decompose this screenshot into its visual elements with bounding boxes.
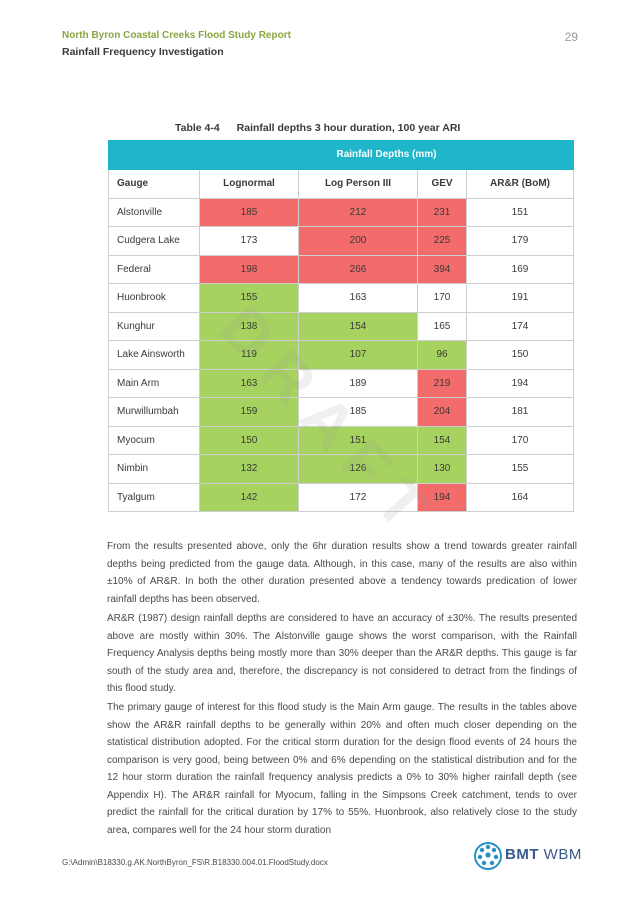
footer-file-path: G:\Admin\B18330.g.AK.NorthByron_FS\R.B18… bbox=[62, 858, 328, 867]
body-paragraph: AR&R (1987) design rainfall depths are c… bbox=[107, 613, 577, 694]
gauge-name-cell: Federal bbox=[108, 254, 200, 284]
column-header: Log Person III bbox=[298, 168, 418, 199]
page-number: 29 bbox=[564, 30, 578, 44]
rainfall-value-cell: 173 bbox=[199, 226, 299, 256]
rainfall-value-cell: 194 bbox=[417, 482, 467, 512]
rainfall-value-cell: 107 bbox=[298, 340, 418, 370]
column-header: AR&R (BoM) bbox=[466, 168, 574, 199]
table-group-header: Rainfall Depths (mm) bbox=[199, 140, 574, 170]
rainfall-value-cell: 198 bbox=[199, 254, 299, 284]
gauge-name-cell: Alstonville bbox=[108, 197, 200, 227]
rainfall-value-cell: 170 bbox=[417, 283, 467, 313]
rainfall-value-cell: 155 bbox=[466, 454, 574, 484]
gauge-name-cell: Kunghur bbox=[108, 311, 200, 341]
rainfall-value-cell: 219 bbox=[417, 368, 467, 398]
gauge-name-cell: Myocum bbox=[108, 425, 200, 455]
rainfall-value-cell: 394 bbox=[417, 254, 467, 284]
rainfall-value-cell: 191 bbox=[466, 283, 574, 313]
table-row: Lake Ainsworth 119 107 96 150 bbox=[108, 340, 574, 370]
gauge-name-cell: Murwillumbah bbox=[108, 397, 200, 427]
rainfall-value-cell: 154 bbox=[298, 311, 418, 341]
gauge-name-cell: Tyalgum bbox=[108, 482, 200, 512]
rainfall-value-cell: 189 bbox=[298, 368, 418, 398]
rainfall-value-cell: 150 bbox=[466, 340, 574, 370]
gauge-name-cell: Cudgera Lake bbox=[108, 226, 200, 256]
rainfall-value-cell: 185 bbox=[199, 197, 299, 227]
column-header: GEV bbox=[417, 168, 467, 199]
company-logo-text: BMT WBM bbox=[505, 846, 582, 863]
rainfall-value-cell: 181 bbox=[466, 397, 574, 427]
rainfall-value-cell: 150 bbox=[199, 425, 299, 455]
rainfall-value-cell: 96 bbox=[417, 340, 467, 370]
rainfall-value-cell: 266 bbox=[298, 254, 418, 284]
rainfall-value-cell: 212 bbox=[298, 197, 418, 227]
gauge-name-cell: Lake Ainsworth bbox=[108, 340, 200, 370]
table-caption: Table 4-4 Rainfall depths 3 hour duratio… bbox=[175, 122, 460, 134]
table-label: Table 4-4 bbox=[175, 122, 220, 134]
rainfall-value-cell: 142 bbox=[199, 482, 299, 512]
table-row: Huonbrook 155 163 170 191 bbox=[108, 283, 574, 313]
rainfall-value-cell: 172 bbox=[298, 482, 418, 512]
rainfall-table: Rainfall Depths (mm) Gauge Lognormal Log… bbox=[108, 140, 574, 512]
body-paragraph: From the results presented above, only t… bbox=[107, 541, 577, 605]
table-row: Federal 198 266 394 169 bbox=[108, 254, 574, 284]
table-title: Rainfall depths 3 hour duration, 100 yea… bbox=[236, 122, 461, 134]
table-body: Alstonville 185 212 231 151 Cudgera Lake 173 20… bbox=[108, 197, 574, 512]
rainfall-value-cell: 231 bbox=[417, 197, 467, 227]
logo-light-text: WBM bbox=[543, 846, 582, 863]
rainfall-value-cell: 164 bbox=[466, 482, 574, 512]
rainfall-value-cell: 194 bbox=[466, 368, 574, 398]
table-header-empty bbox=[108, 140, 200, 170]
rainfall-value-cell: 119 bbox=[199, 340, 299, 370]
table-row: Tyalgum 142 172 194 164 bbox=[108, 482, 574, 512]
gauge-name-cell: Huonbrook bbox=[108, 283, 200, 313]
rainfall-value-cell: 174 bbox=[466, 311, 574, 341]
column-header: Lognormal bbox=[199, 168, 299, 199]
gauge-name-cell: Nimbin bbox=[108, 454, 200, 484]
rainfall-value-cell: 151 bbox=[466, 197, 574, 227]
rainfall-value-cell: 225 bbox=[417, 226, 467, 256]
gauge-name-cell: Main Arm bbox=[108, 368, 200, 398]
body-paragraph: The primary gauge of interest for this f… bbox=[107, 702, 577, 836]
rainfall-value-cell: 132 bbox=[199, 454, 299, 484]
table-row: Main Arm 163 189 219 194 bbox=[108, 368, 574, 398]
rainfall-value-cell: 154 bbox=[417, 425, 467, 455]
table-row: Alstonville 185 212 231 151 bbox=[108, 197, 574, 227]
table-row: Nimbin 132 126 130 155 bbox=[108, 454, 574, 484]
rainfall-value-cell: 163 bbox=[298, 283, 418, 313]
rainfall-value-cell: 170 bbox=[466, 425, 574, 455]
rainfall-value-cell: 204 bbox=[417, 397, 467, 427]
table-row: Kunghur 138 154 165 174 bbox=[108, 311, 574, 341]
bmt-logo-icon bbox=[474, 842, 502, 870]
section-title: Rainfall Frequency Investigation bbox=[62, 46, 224, 58]
rainfall-value-cell: 165 bbox=[417, 311, 467, 341]
table-row: Cudgera Lake 173 200 225 179 bbox=[108, 226, 574, 256]
rainfall-value-cell: 200 bbox=[298, 226, 418, 256]
rainfall-value-cell: 179 bbox=[466, 226, 574, 256]
rainfall-value-cell: 169 bbox=[466, 254, 574, 284]
table-row: Myocum 150 151 154 170 bbox=[108, 425, 574, 455]
report-title: North Byron Coastal Creeks Flood Study R… bbox=[62, 30, 291, 41]
logo-bold-text: BMT bbox=[505, 846, 539, 863]
column-header: Gauge bbox=[108, 168, 200, 199]
rainfall-value-cell: 151 bbox=[298, 425, 418, 455]
rainfall-value-cell: 155 bbox=[199, 283, 299, 313]
table-row: Murwillumbah 159 185 204 181 bbox=[108, 397, 574, 427]
rainfall-value-cell: 163 bbox=[199, 368, 299, 398]
